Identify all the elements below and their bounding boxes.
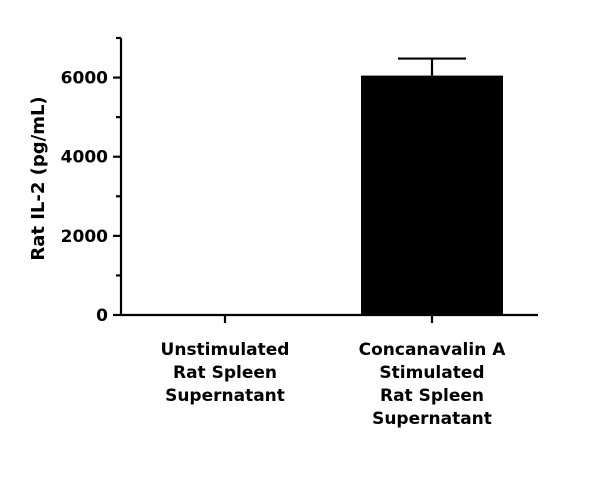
y-tick-label-1: 2000 [61, 227, 108, 247]
y-tick-label-2: 4000 [61, 148, 108, 168]
category-label-line: Supernatant [165, 386, 285, 406]
category-label-line: Rat Spleen [173, 363, 277, 383]
y-axis-label: Rat IL-2 (pg/mL) [28, 96, 49, 260]
y-tick-label-3: 6000 [61, 69, 108, 89]
category-label-line: Supernatant [372, 409, 492, 429]
bar-1 [361, 75, 503, 315]
category-label-line: Unstimulated [161, 340, 290, 360]
category-label-line: Concanavalin A [359, 340, 507, 360]
y-tick-label-0: 0 [96, 306, 108, 326]
category-label-1: Concanavalin A Stimulated Rat Spleen Supern… [359, 340, 507, 429]
category-label-line: Stimulated [379, 363, 484, 383]
category-label-0: Unstimulated Rat Spleen Supernatant [161, 340, 290, 406]
category-label-line: Rat Spleen [380, 386, 484, 406]
plot-area: 0 2000 4000 6000 Unstimulated Rat Spleen Super… [28, 36, 538, 429]
